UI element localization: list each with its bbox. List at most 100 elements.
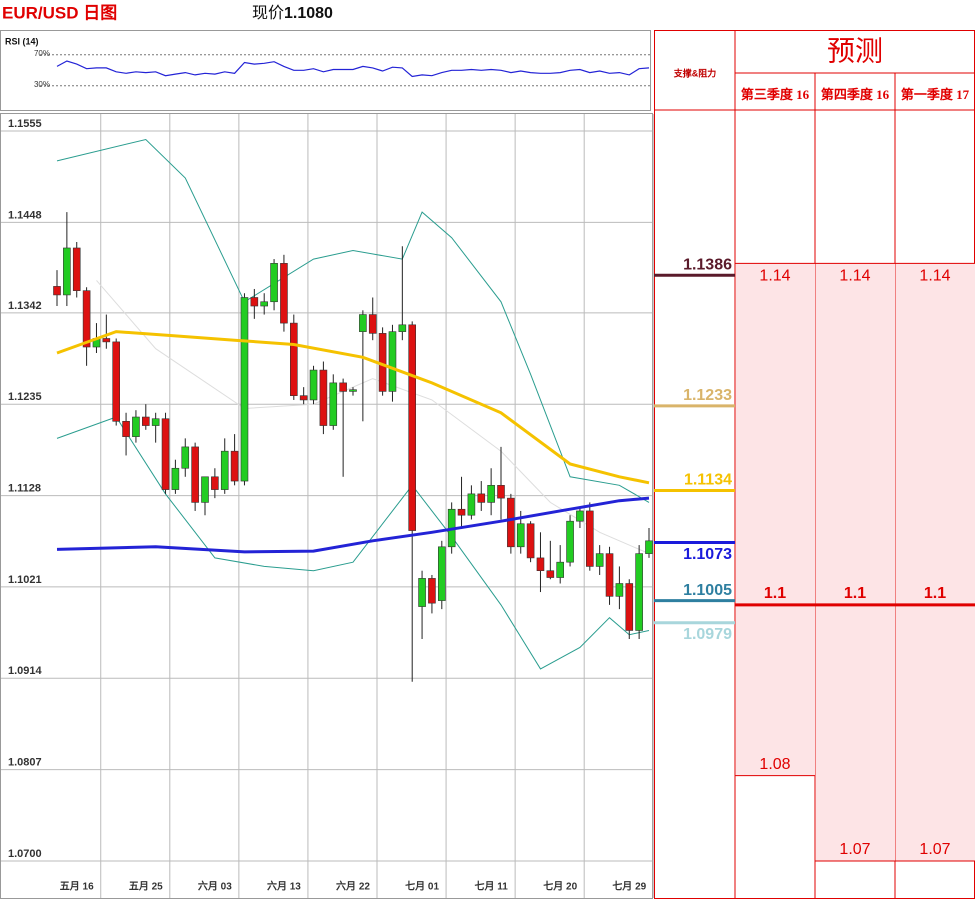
rsi-line bbox=[56, 60, 650, 78]
forecast-high-label: 1.14 bbox=[759, 268, 790, 285]
x-tick-label: 七月 29 bbox=[612, 880, 646, 893]
candle-body bbox=[250, 297, 259, 307]
candle-body bbox=[526, 523, 535, 559]
level-label: 1.1005 bbox=[683, 582, 732, 599]
candle-body bbox=[112, 341, 120, 422]
x-tick-label: 七月 11 bbox=[474, 880, 508, 893]
candle-body bbox=[516, 523, 525, 548]
candle-body bbox=[388, 331, 397, 392]
forecast-range bbox=[896, 263, 975, 861]
candle-body bbox=[398, 324, 407, 332]
forecast-title: 预测 bbox=[827, 36, 883, 67]
candle-body bbox=[359, 314, 367, 332]
candle-body bbox=[467, 493, 476, 516]
candle-body bbox=[428, 578, 436, 604]
y-tick-label: 1.1448 bbox=[8, 209, 42, 221]
candle-body bbox=[63, 247, 71, 296]
candle-body bbox=[595, 553, 604, 567]
moving-average bbox=[56, 496, 650, 554]
y-tick-label: 1.1128 bbox=[8, 482, 41, 494]
x-tick-label: 六月 22 bbox=[336, 880, 370, 893]
support-header: 支撑&阻力 bbox=[673, 67, 717, 78]
indicator-line bbox=[96, 280, 650, 555]
candle-body bbox=[477, 493, 486, 503]
forecast-low-label: 1.07 bbox=[919, 841, 950, 858]
candle-body bbox=[142, 416, 150, 426]
forecast-high-label: 1.14 bbox=[919, 268, 950, 285]
page-title: EUR/USD 日图 bbox=[2, 3, 117, 22]
y-tick-label: 1.1021 bbox=[8, 574, 42, 586]
candle-body bbox=[211, 476, 219, 490]
y-tick-label: 1.0807 bbox=[8, 757, 42, 769]
column-header: 第一季度 17 bbox=[901, 87, 970, 102]
level-label: 1.1233 bbox=[683, 387, 732, 404]
level-label: 1.1386 bbox=[683, 257, 732, 274]
candle-body bbox=[536, 557, 545, 572]
candle-body bbox=[615, 583, 624, 597]
candle-body bbox=[201, 476, 209, 503]
forecast-range bbox=[816, 263, 895, 861]
y-tick-label: 1.0700 bbox=[8, 848, 42, 860]
candle-body bbox=[280, 263, 288, 324]
candle-body bbox=[645, 540, 653, 554]
candle-body bbox=[556, 561, 565, 578]
forecast-mid-label: 1.1 bbox=[844, 585, 866, 602]
x-tick-label: 七月 01 bbox=[405, 880, 439, 893]
y-tick-label: 1.1235 bbox=[8, 391, 42, 403]
indicator-line bbox=[56, 138, 650, 503]
candle-body bbox=[625, 583, 634, 631]
candle-body bbox=[181, 446, 190, 469]
candle-body bbox=[102, 338, 111, 343]
candle-body bbox=[605, 553, 614, 597]
candle-body bbox=[260, 301, 269, 307]
x-tick-label: 七月 20 bbox=[543, 880, 577, 893]
column-header: 第四季度 16 bbox=[821, 87, 890, 102]
candle-body bbox=[487, 485, 495, 503]
candle-body bbox=[240, 297, 249, 482]
moving-average bbox=[56, 330, 650, 485]
candle-body bbox=[161, 418, 170, 490]
candle-body bbox=[408, 324, 417, 531]
x-tick-label: 五月 25 bbox=[129, 881, 163, 893]
candle-body bbox=[220, 450, 229, 490]
candle-body bbox=[576, 510, 584, 522]
candle-body bbox=[270, 263, 278, 303]
forecast-high-label: 1.14 bbox=[839, 268, 870, 285]
candle-body bbox=[497, 485, 505, 499]
candle-body bbox=[585, 510, 594, 567]
candle-body bbox=[299, 395, 308, 401]
candle-body bbox=[132, 416, 140, 437]
candle-body bbox=[418, 578, 426, 607]
level-label: 1.1073 bbox=[683, 546, 732, 563]
forecast-mid-label: 1.1 bbox=[924, 585, 946, 602]
y-tick-label: 1.1342 bbox=[8, 300, 42, 312]
candle-body bbox=[329, 382, 338, 426]
x-tick-label: 六月 13 bbox=[267, 880, 301, 893]
y-tick-label: 1.1555 bbox=[8, 118, 42, 130]
candle-body bbox=[82, 290, 91, 348]
main-panel bbox=[0, 113, 653, 899]
x-tick-label: 五月 16 bbox=[60, 881, 94, 893]
candle-body bbox=[53, 286, 61, 296]
candle-body bbox=[339, 382, 347, 392]
candle-body bbox=[289, 322, 298, 396]
forecast-low-label: 1.08 bbox=[759, 756, 790, 773]
candle-body bbox=[151, 418, 160, 426]
forecast-mid-label: 1.1 bbox=[764, 585, 786, 602]
candle-body bbox=[319, 369, 328, 426]
forecast-range bbox=[736, 263, 815, 776]
rsi-tick-label: 70% bbox=[34, 49, 50, 58]
forecast-low-label: 1.07 bbox=[839, 841, 870, 858]
rsi-title: RSI (14) bbox=[5, 36, 39, 46]
rsi-tick-label: 30% bbox=[34, 80, 50, 89]
level-label: 1.1134 bbox=[684, 472, 732, 489]
candle-body bbox=[546, 570, 555, 578]
x-tick-label: 六月 03 bbox=[198, 880, 232, 893]
candle-body bbox=[191, 446, 199, 503]
candle-body bbox=[368, 314, 377, 334]
column-header: 第三季度 16 bbox=[741, 87, 810, 102]
level-label: 1.0979 bbox=[683, 626, 732, 643]
candle-body bbox=[309, 369, 318, 401]
candle-body bbox=[230, 450, 239, 482]
